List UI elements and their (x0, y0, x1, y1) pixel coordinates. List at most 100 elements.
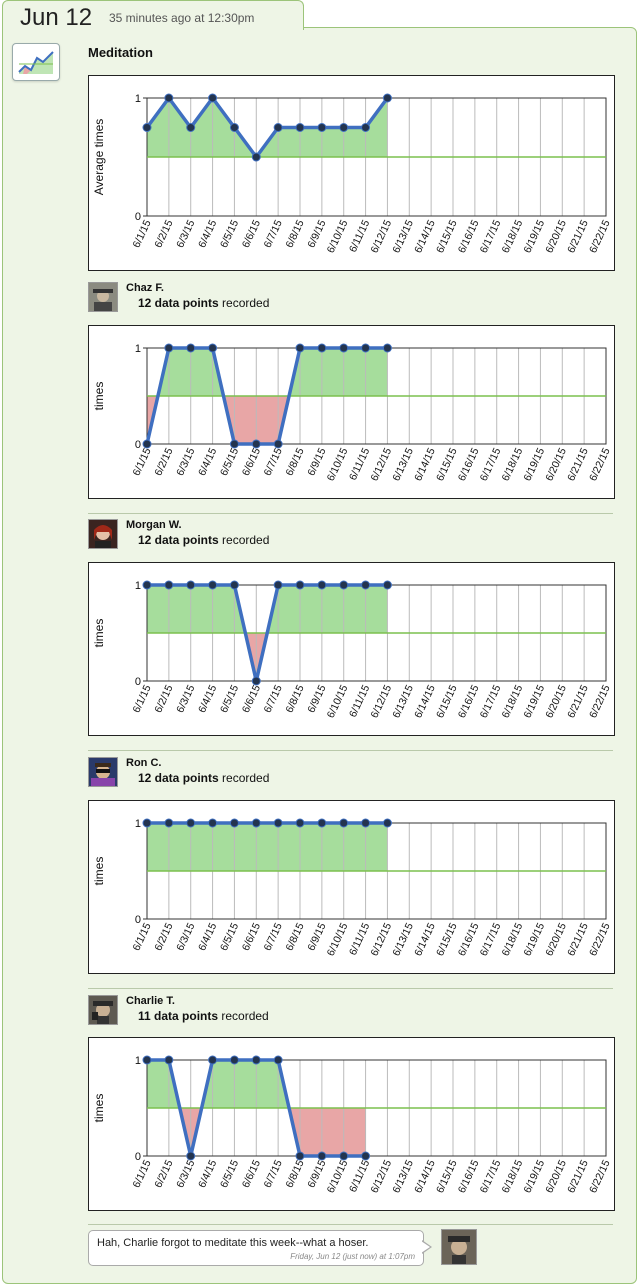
x-tick-label: 6/9/15 (305, 921, 328, 953)
y-axis-label: times (92, 619, 106, 648)
data-point (317, 1151, 327, 1161)
x-tick-label: 6/9/15 (305, 683, 328, 715)
divider (88, 988, 613, 989)
y-tick-label: 1 (135, 580, 141, 592)
data-point (382, 93, 392, 103)
x-tick-label: 6/22/15 (587, 218, 613, 255)
x-tick-label: 6/2/15 (152, 1158, 175, 1190)
fill-above (343, 348, 366, 396)
x-tick-label: 6/8/15 (284, 921, 307, 953)
data-point (339, 580, 349, 590)
x-tick-label: 6/3/15 (174, 1158, 197, 1190)
data-point (164, 818, 174, 828)
x-tick-label: 6/9/15 (305, 1158, 328, 1190)
data-point (295, 1151, 305, 1161)
x-tick-label: 6/5/15 (218, 683, 241, 715)
fill-below (289, 1108, 300, 1156)
fill-above (190, 348, 213, 396)
y-tick-label: 0 (135, 676, 141, 688)
data-point (142, 123, 152, 132)
data-point (317, 123, 327, 132)
y-tick-label: 1 (135, 93, 141, 105)
data-point (295, 818, 305, 828)
data-point (361, 818, 371, 828)
data-point (361, 580, 371, 590)
fill-above (365, 585, 388, 633)
data-point (208, 343, 218, 353)
data-point (142, 439, 152, 449)
x-tick-label: 6/7/15 (262, 1158, 285, 1190)
user-name[interactable]: Charlie T. (126, 995, 175, 1007)
fill-above (201, 1060, 213, 1108)
fill-above (365, 348, 388, 396)
fill-above (300, 823, 322, 871)
data-point (339, 1151, 349, 1161)
data-point (229, 123, 239, 132)
data-point (251, 818, 261, 828)
data-point (208, 818, 218, 828)
y-tick-label: 1 (135, 343, 141, 355)
x-tick-label: 6/6/15 (240, 921, 263, 953)
data-point (251, 439, 261, 449)
x-tick-label: 6/4/15 (196, 218, 219, 250)
data-point (142, 818, 152, 828)
data-point (186, 343, 196, 353)
chart-chaz-svg: 01times6/1/156/2/156/3/156/4/156/5/156/6… (92, 343, 613, 483)
x-tick-label: 6/5/15 (218, 446, 241, 478)
fill-above (212, 1060, 235, 1108)
x-tick-label: 6/2/15 (152, 921, 175, 953)
user-name[interactable]: Ron C. (126, 757, 162, 769)
x-tick-label: 6/22/15 (587, 1158, 613, 1195)
x-tick-label: 6/22/15 (587, 446, 613, 483)
comment-bubble[interactable]: Hah, Charlie forgot to meditate this wee… (88, 1230, 424, 1266)
fill-below (234, 396, 257, 444)
data-point (273, 1055, 283, 1065)
fill-above (278, 127, 300, 157)
fill-above (256, 823, 279, 871)
user-name[interactable]: Chaz F. (126, 282, 164, 294)
fill-above (212, 823, 235, 871)
user-name[interactable]: Morgan W. (126, 519, 182, 531)
data-point (317, 818, 327, 828)
fill-above (234, 1060, 257, 1108)
line-chart-icon[interactable] (12, 43, 60, 81)
x-tick-label: 6/8/15 (284, 446, 307, 478)
data-point (142, 580, 152, 590)
avatar[interactable] (441, 1229, 477, 1265)
data-point (251, 1055, 261, 1065)
divider (88, 1224, 613, 1225)
fill-above (321, 823, 344, 871)
avatar[interactable] (88, 995, 118, 1025)
data-point (186, 123, 196, 132)
fill-above (321, 127, 344, 157)
x-tick-label: 6/7/15 (262, 921, 285, 953)
avatar[interactable] (88, 282, 118, 312)
fill-above (278, 823, 300, 871)
fill-above (168, 348, 191, 396)
x-tick-label: 6/3/15 (174, 921, 197, 953)
data-point (295, 580, 305, 590)
x-tick-label: 6/9/15 (305, 218, 328, 250)
fill-above (256, 1060, 279, 1108)
time-ago-label: 35 minutes ago at 12:30pm (109, 11, 255, 25)
fill-above (321, 585, 344, 633)
user-stat: 12 data points recorded (138, 771, 270, 785)
chart-morgan: 0 1 times 6/1/15 6/2/15 6/3/15 6/4/15 6/5/15 6/6… (88, 562, 615, 736)
data-point (186, 1151, 196, 1161)
x-tick-label: 6/8/15 (284, 1158, 307, 1190)
avatar[interactable] (88, 519, 118, 549)
fill-above (365, 98, 388, 157)
bubble-arrow-inner (421, 1241, 430, 1253)
data-point (382, 818, 392, 828)
y-axis-label: times (92, 382, 106, 411)
comment-text: Hah, Charlie forgot to meditate this wee… (97, 1237, 369, 1249)
chart-average: 0 1 Average times 6/1/15 6/2/15 6/3/15 6/4/15 6… (88, 75, 615, 271)
x-tick-label: 6/3/15 (174, 446, 197, 478)
data-point (295, 123, 305, 132)
avatar[interactable] (88, 757, 118, 787)
x-tick-label: 6/22/15 (587, 683, 613, 720)
fill-above (300, 348, 322, 396)
fill-above (278, 585, 300, 633)
comment-timestamp: Friday, Jun 12 (just now) at 1:07pm (290, 1252, 415, 1261)
